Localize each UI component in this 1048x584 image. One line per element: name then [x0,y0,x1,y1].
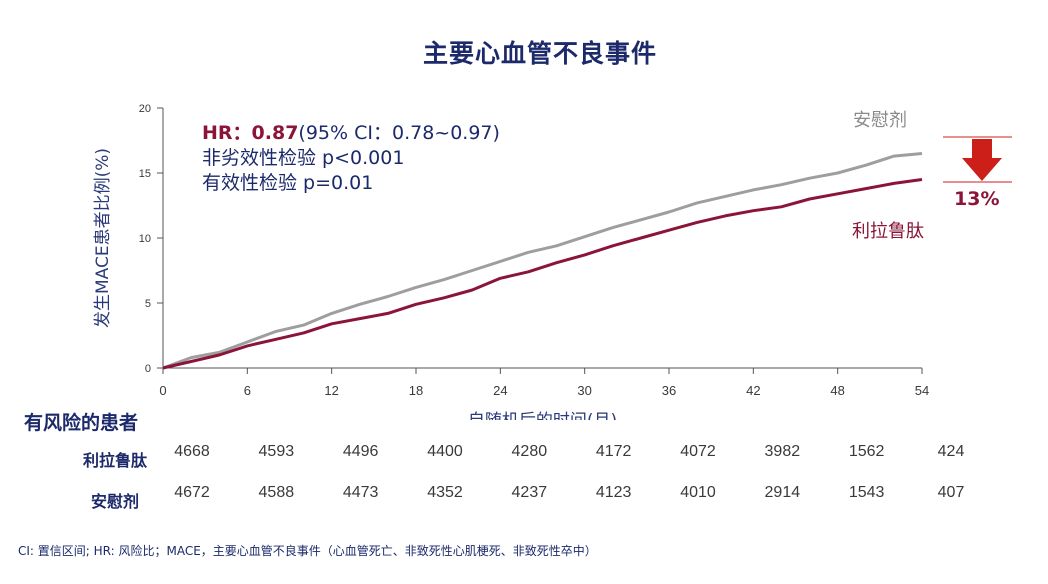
risk-cell: 3982 [764,443,801,460]
risk-cell: 424 [937,443,965,460]
risk-cell: 4010 [680,484,716,501]
footnote: CI: 置信区间; HR: 风险比；MACE，主要心血管不良事件（心血管死亡、非… [18,544,597,558]
risk-cell: 4593 [258,443,295,460]
reduction-label: 13% [954,188,1000,210]
y-tick-label: 20 [139,103,151,115]
y-tick-label: 0 [145,363,151,375]
series-label-placebo: 安慰剂 [853,110,907,131]
risk-cell: 4237 [511,484,548,501]
risk-cell: 4588 [258,484,295,501]
superiority-test: 有效性检验 p=0.01 [202,172,374,194]
x-tick-label: 12 [324,383,338,398]
risk-cell: 4172 [595,443,632,460]
x-tick-label: 0 [159,383,166,398]
risk-cell: 4352 [427,484,463,501]
risk-cell: 4072 [680,443,716,460]
x-axis-label: 自随机后的时间(月) [468,411,617,420]
series-line-liraglutide [162,178,923,370]
risk-cell: 1543 [848,484,885,501]
km-chart: 0 6 12 18 24 30 36 42 48 54 0 5 10 15 20 自随机后的时间(月) 发生MA… [93,103,1012,420]
risk-cell: 1562 [848,443,885,460]
reduction-arrow [943,136,1012,183]
y-tick-label: 15 [139,168,151,180]
risk-cell: 407 [937,484,965,501]
risk-cell: 2914 [764,484,801,501]
axes: 0 6 12 18 24 30 36 42 48 54 0 5 10 15 20 自随机后的时间(月) 发生MA… [93,103,929,420]
x-tick-label: 48 [830,383,844,398]
risk-table-title: 有风险的患者 [24,412,139,434]
y-tick-label: 5 [145,298,151,310]
y-axis-label: 发生MACE患者比例(%) [93,148,113,328]
series-line-placebo [162,152,923,370]
x-tick-label: 30 [577,383,591,398]
risk-cell: 4668 [174,443,210,460]
noninferiority-test: 非劣效性检验 p<0.001 [202,147,405,169]
risk-cell: 4123 [595,484,632,501]
x-tick-label: 36 [662,383,676,398]
x-tick-label: 42 [746,383,760,398]
risk-cell: 4496 [342,443,379,460]
series-label-liraglutide: 利拉鲁肽 [852,221,924,242]
x-tick-label: 18 [409,383,423,398]
chart-title: 主要心血管不良事件 [422,39,657,68]
risk-cell: 4473 [342,484,379,501]
x-tick-label: 54 [915,383,929,398]
x-tick-label: 24 [493,383,507,398]
x-tick-label: 6 [244,383,251,398]
series-lines [162,152,923,370]
risk-row-label: 利拉鲁肽 [82,451,147,470]
risk-cell: 4672 [174,484,210,501]
down-arrow-icon [962,139,1002,181]
risk-cell: 4400 [427,443,463,460]
risk-row-label: 安慰剂 [90,492,139,511]
y-tick-label: 10 [139,233,151,245]
stats-annotation: HR：0.87(95% CI：0.78~0.97) 非劣效性检验 p<0.001… [202,121,500,196]
hazard-ratio-line: HR：0.87(95% CI：0.78~0.97) [202,121,500,146]
risk-cell: 4280 [511,443,548,460]
hazard-ratio: HR：0.87 [202,122,299,144]
hazard-ratio-ci: (95% CI：0.78~0.97) [298,122,500,144]
